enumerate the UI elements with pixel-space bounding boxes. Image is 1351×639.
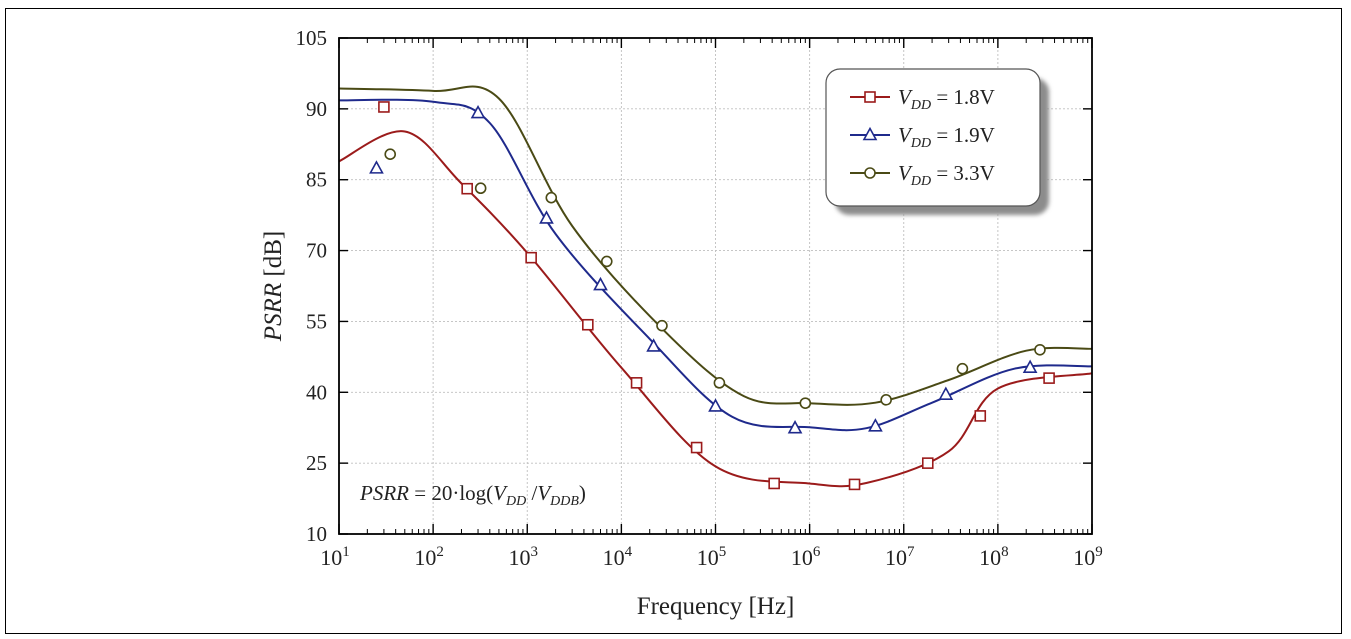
x-axis-label: Frequency [Hz] xyxy=(637,593,795,620)
formula-part: DDB xyxy=(549,494,579,509)
data-point-circle xyxy=(713,377,726,389)
y-tick-label: 90 xyxy=(306,97,327,121)
legend-box xyxy=(825,68,1041,207)
x-tick-label: 105 xyxy=(697,544,727,570)
formula-annotation: PSRR = 20·log(VDD /VDDB) xyxy=(359,481,586,509)
x-tick-label: 109 xyxy=(1073,544,1103,570)
ticks xyxy=(338,37,1093,535)
data-point-square xyxy=(768,477,780,490)
series-2 xyxy=(338,98,1093,434)
formula-part: PSRR xyxy=(359,481,409,505)
formula-part: V xyxy=(493,481,508,505)
data-point-circle xyxy=(956,362,969,375)
formula-part: V xyxy=(537,481,552,505)
data-point-triangle xyxy=(369,160,384,174)
x-tick-exponent: 3 xyxy=(531,544,539,560)
data-point-square xyxy=(582,318,594,331)
figure-frame xyxy=(5,8,1342,634)
legend-subscript: DD xyxy=(910,174,931,189)
x-tick-exponent: 8 xyxy=(1001,544,1009,560)
data-point-square xyxy=(974,410,987,422)
data-point-square xyxy=(461,182,473,195)
formula-part: DD xyxy=(505,494,526,509)
y-axis-label: PSRR [dB] xyxy=(260,231,287,342)
x-tick-label: 103 xyxy=(509,544,539,570)
y-tick-label: 105 xyxy=(296,26,328,50)
series-line-1 xyxy=(338,130,1093,488)
data-point-circle xyxy=(656,319,668,332)
legend-label: VDD = 1.8V xyxy=(898,85,995,113)
y-tick-label: 55 xyxy=(306,309,327,333)
y-tick-label: 10 xyxy=(306,522,327,546)
series-3 xyxy=(338,85,1093,409)
data-point-triangle xyxy=(938,386,954,400)
y-tick-label: 85 xyxy=(306,168,327,192)
data-point-circle xyxy=(1034,343,1046,356)
x-tick-label: 107 xyxy=(885,544,915,570)
data-point-triangle xyxy=(593,276,608,291)
data-point-triangle xyxy=(646,338,661,352)
series-layer xyxy=(338,85,1093,491)
x-tick-exponent: 4 xyxy=(625,544,633,560)
x-tick-exponent: 9 xyxy=(1095,544,1103,560)
legend-marker-circle xyxy=(864,167,876,179)
data-point-square xyxy=(848,478,861,491)
x-tick-exponent: 7 xyxy=(907,544,915,560)
data-point-triangle xyxy=(868,418,883,432)
data-point-circle xyxy=(384,148,397,161)
data-point-square xyxy=(525,251,537,264)
x-tick-label: 106 xyxy=(791,544,821,570)
data-point-triangle xyxy=(787,420,803,434)
x-tick-label: 101 xyxy=(320,544,350,570)
data-point-square xyxy=(921,457,934,469)
data-point-triangle xyxy=(539,210,554,224)
data-point-circle xyxy=(545,191,558,204)
y-tick-label: 70 xyxy=(306,239,327,263)
data-point-square xyxy=(630,377,643,389)
formula-part: ) xyxy=(579,481,586,505)
data-point-circle xyxy=(799,397,812,409)
y-tick-label: 40 xyxy=(306,380,327,404)
legend-subscript: DD xyxy=(910,136,931,151)
data-point-square xyxy=(690,441,703,454)
data-point-circle xyxy=(600,255,613,268)
legend-label: VDD = 1.9V xyxy=(898,123,995,151)
legend-value: = 3.3V xyxy=(931,161,995,185)
legend-symbol: V xyxy=(898,123,913,147)
legend-subscript: DD xyxy=(910,98,931,113)
legend-symbol: V xyxy=(898,161,913,185)
legend-symbol: V xyxy=(898,85,913,109)
x-tick-exponent: 2 xyxy=(436,544,444,560)
formula-part: = 20·log( xyxy=(409,481,493,505)
data-point-square xyxy=(1043,372,1055,384)
data-point-circle xyxy=(880,394,892,406)
formula-part: / xyxy=(526,481,537,505)
y-axis-label-unit: [dB] xyxy=(260,231,287,277)
x-tick-exponent: 6 xyxy=(813,544,821,560)
x-tick-label: 102 xyxy=(414,544,444,570)
data-point-triangle xyxy=(470,104,486,119)
legend-marker-square xyxy=(864,91,876,103)
y-axis-label-symbol: PSRR xyxy=(260,277,287,343)
x-tick-label: 108 xyxy=(979,544,1009,570)
data-point-square xyxy=(378,101,390,113)
x-tick-exponent: 1 xyxy=(342,544,350,560)
y-tick-label: 25 xyxy=(306,451,327,475)
x-tick-label: 104 xyxy=(603,544,633,570)
legend-label: VDD = 3.3V xyxy=(898,161,995,189)
legend-value: = 1.8V xyxy=(931,85,995,109)
legend-marker-triangle xyxy=(862,126,878,141)
series-1 xyxy=(338,101,1093,491)
data-point-triangle xyxy=(1022,359,1038,374)
legend-value: = 1.9V xyxy=(931,123,995,147)
data-point-triangle xyxy=(708,398,723,412)
x-tick-exponent: 5 xyxy=(719,544,727,560)
data-point-circle xyxy=(474,182,487,195)
